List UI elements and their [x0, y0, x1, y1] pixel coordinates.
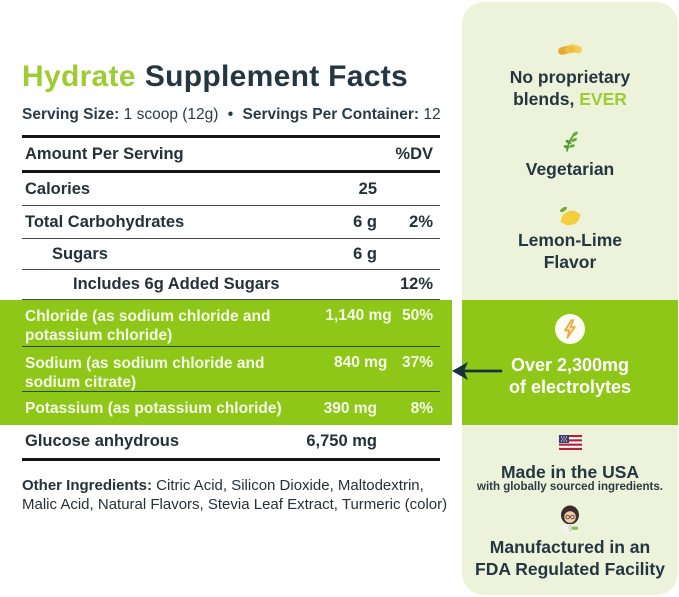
nutrient-name: Total Carbohydrates: [25, 212, 185, 231]
nutrient-dv: 8%: [410, 399, 433, 417]
nutrient-name: Calories: [25, 179, 91, 198]
table-row-sodium: Sodium (as sodium chloride and sodium ci…: [22, 347, 440, 392]
made-in-usa-text: Made in the USA: [500, 462, 640, 482]
page-title: Hydrate Supplement Facts: [22, 60, 408, 94]
fda-line1: Manufactured in an: [489, 537, 651, 557]
serving-size-label: Serving Size:: [22, 106, 120, 123]
table-row-glucose: Glucose anhydrous 6,750 mg: [22, 425, 440, 458]
electrolyte-highlight-band: [0, 300, 452, 425]
nutrient-name: Sugars: [52, 244, 108, 263]
serving-info: Serving Size: 1 scoop (12g) • Servings P…: [22, 106, 441, 124]
bullet-separator: •: [227, 106, 234, 123]
nutrient-dv: 2%: [409, 212, 433, 231]
electrolytes-text: Over 2,300mg of electrolytes: [462, 354, 678, 398]
no-blends-ever: EVER: [579, 89, 627, 109]
title-text: Supplement Facts: [144, 60, 408, 93]
fda-line2: FDA Regulated Facility: [475, 559, 665, 579]
other-ingredients-text: Citric Acid, Silicon Dioxide, Maltodextr…: [22, 477, 448, 513]
nutrient-dv: 50%: [401, 307, 433, 324]
table-row-added-sugars: Includes 6g Added Sugars 12%: [22, 270, 440, 300]
fda-facility-text: Manufactured in an FDA Regulated Facilit…: [462, 536, 678, 580]
table-rule-header: [22, 170, 440, 173]
table-rule-top: [22, 135, 440, 138]
nutrient-amount: 25: [358, 179, 377, 198]
nutrient-name: Includes 6g Added Sugars: [73, 275, 280, 293]
servings-per-container-value: 12: [423, 106, 441, 123]
lemon-icon: [462, 205, 678, 233]
nutrient-amount: 840 mg: [333, 354, 388, 371]
no-proprietary-blends-text: No proprietary blends, EVER: [462, 66, 678, 110]
table-header-row: Amount Per Serving %DV: [22, 138, 440, 170]
servings-per-container-label: Servings Per Container:: [242, 106, 420, 123]
table-row-potassium: Potassium (as potassium chloride) 390 mg…: [22, 392, 440, 425]
vegetarian-text: Vegetarian: [525, 159, 615, 179]
other-ingredients-label: Other Ingredients:: [22, 477, 153, 494]
usa-flag-icon: [462, 434, 678, 455]
electrolytes-callout: Over 2,300mg of electrolytes: [462, 300, 678, 425]
nutrient-amount: 6,750 mg: [306, 432, 377, 450]
lightning-bolt-icon: [555, 314, 585, 344]
nutrient-dv: 12%: [399, 275, 433, 293]
no-blends-line1: No proprietary: [509, 67, 631, 87]
nutrient-name: Potassium (as potassium chloride): [25, 400, 282, 417]
supplement-facts-table: Amount Per Serving %DV Calories 25 Total…: [22, 135, 440, 461]
handshake-icon: [462, 40, 678, 64]
scientist-icon: [462, 505, 678, 538]
no-blends-line2-prefix: blends,: [513, 89, 580, 109]
amount-per-serving-header: Amount Per Serving: [25, 144, 184, 163]
no-blends-line2: blends, EVER: [462, 88, 678, 110]
electrolytes-line1: Over 2,300mg: [510, 355, 630, 375]
flavor-line2: Flavor: [543, 252, 597, 272]
nutrient-name: Glucose anhydrous: [25, 432, 180, 450]
feature-panel: No proprietary blends, EVER Vegetarian: [462, 2, 678, 595]
left-arrow-icon: [452, 362, 503, 380]
table-row-sugars: Sugars 6 g: [22, 239, 440, 270]
nutrient-dv: 37%: [401, 354, 434, 371]
nutrient-amount: 1,140 mg: [325, 307, 392, 324]
flavor-text: Lemon-Lime Flavor: [462, 229, 678, 273]
table-row-calories: Calories 25: [22, 173, 440, 206]
dv-header: %DV: [395, 144, 433, 163]
table-row-chloride: Chloride (as sodium chloride and potassi…: [22, 300, 440, 347]
table-row-total-carbohydrates: Total Carbohydrates 6 g 2%: [22, 206, 440, 239]
flavor-line1: Lemon-Lime: [517, 230, 623, 250]
herb-icon: [462, 130, 678, 157]
electrolytes-line2: of electrolytes: [508, 377, 632, 397]
nutrient-amount: 6 g: [353, 212, 377, 231]
usa-subtitle: with globally sourced ingredients.: [477, 481, 663, 493]
table-rule-bottom: [22, 458, 440, 461]
nutrient-name: Sodium (as sodium chloride and sodium ci…: [25, 355, 265, 391]
nutrient-amount: 6 g: [353, 244, 377, 263]
nutrient-name: Chloride (as sodium chloride and potassi…: [25, 308, 271, 344]
nutrient-amount: 390 mg: [323, 399, 377, 417]
brand-name: Hydrate: [22, 60, 136, 93]
serving-size-value: 1 scoop (12g): [123, 106, 219, 123]
other-ingredients: Other Ingredients: Citric Acid, Silicon …: [22, 477, 456, 514]
